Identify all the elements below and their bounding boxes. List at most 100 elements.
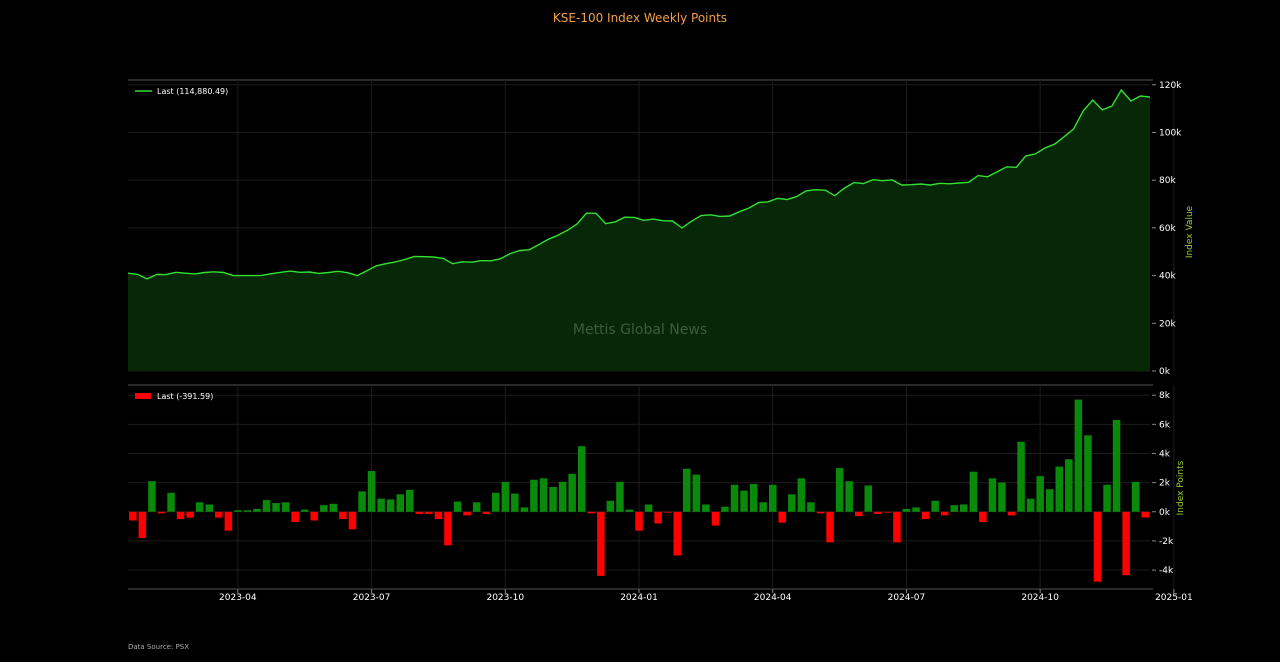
x-tick-label: 2023-04 — [219, 593, 257, 603]
top-y-tick-label: 0k — [1159, 367, 1171, 377]
weekly-points-bar — [224, 511, 233, 531]
weekly-points-bar — [138, 511, 147, 538]
bottom-legend-swatch — [135, 393, 151, 399]
weekly-points-bar — [855, 511, 863, 517]
weekly-points-bar — [721, 506, 729, 512]
weekly-points-bar — [606, 500, 615, 512]
weekly-points-bar — [1122, 511, 1130, 576]
weekly-points-bar — [520, 507, 529, 512]
weekly-points-bar — [998, 482, 1006, 512]
weekly-points-bar — [883, 511, 892, 513]
weekly-points-bar — [1036, 476, 1044, 512]
weekly-points-bar — [826, 511, 834, 543]
weekly-points-bar — [683, 468, 691, 512]
weekly-points-bar — [301, 509, 309, 512]
bottom-y-tick-label: 2k — [1159, 479, 1171, 489]
weekly-points-bar — [931, 500, 939, 512]
weekly-points-bar — [1103, 484, 1111, 512]
weekly-points-bar — [864, 485, 872, 512]
weekly-points-bar — [396, 494, 404, 512]
weekly-points-bar — [1084, 435, 1092, 512]
weekly-points-bar — [960, 504, 968, 512]
weekly-points-bar — [434, 511, 443, 520]
weekly-points-bar — [1074, 399, 1083, 512]
top-y-tick-label: 60k — [1159, 224, 1176, 234]
weekly-points-bar — [205, 504, 213, 512]
weekly-points-bar — [358, 491, 366, 512]
weekly-points-bar — [310, 511, 318, 521]
bottom-legend-label: Last (-391.59) — [157, 392, 213, 401]
bottom-y-tick-label: 0k — [1159, 508, 1171, 518]
weekly-points-bar — [673, 511, 681, 556]
weekly-points-bar — [530, 479, 538, 512]
bottom-y-tick-label: -4k — [1159, 566, 1174, 576]
weekly-points-bar — [167, 492, 175, 512]
weekly-points-bar — [816, 511, 825, 514]
weekly-points-bar — [148, 481, 156, 512]
bottom-y-axis-title: Index Points — [1176, 460, 1186, 515]
weekly-points-bar — [778, 511, 786, 523]
top-y-tick-label: 80k — [1159, 176, 1176, 186]
weekly-points-bar — [625, 509, 634, 512]
weekly-points-bar — [558, 481, 567, 512]
weekly-points-bar — [950, 505, 958, 512]
weekly-points-bar — [511, 493, 519, 512]
top-y-axis-title: Index Value — [1185, 205, 1195, 258]
weekly-points-bar — [912, 507, 920, 512]
weekly-points-bar — [1026, 498, 1035, 512]
weekly-points-bar — [501, 481, 510, 512]
weekly-points-bar — [568, 473, 576, 512]
bottom-legend: Last (-391.59) — [135, 392, 213, 401]
bottom-gridlines — [128, 384, 1175, 590]
weekly-points-bar — [243, 510, 252, 512]
weekly-points-bar — [1131, 481, 1140, 512]
weekly-points-bar — [1093, 511, 1102, 582]
weekly-points-bar — [740, 490, 748, 512]
weekly-points-bar — [492, 492, 500, 512]
weekly-points-bar — [988, 478, 997, 512]
weekly-points-bar — [1141, 511, 1149, 518]
weekly-points-bar — [463, 511, 471, 516]
chart-title: KSE-100 Index Weekly Points — [553, 11, 727, 25]
weekly-points-bar — [176, 511, 185, 520]
weekly-points-bar — [578, 446, 586, 512]
weekly-points-bar — [692, 474, 701, 512]
weekly-points-bar — [893, 511, 901, 543]
bottom-y-tick-label: 6k — [1159, 420, 1171, 430]
index-area-fill — [128, 90, 1150, 371]
weekly-points-bar — [129, 511, 137, 521]
weekly-points-bar — [969, 471, 978, 512]
weekly-points-bar — [902, 508, 911, 512]
top-y-tick-label: 120k — [1159, 81, 1182, 91]
top-y-tick-label: 20k — [1159, 319, 1176, 329]
weekly-points-bar — [415, 511, 424, 514]
x-tick-label: 2024-04 — [754, 593, 792, 603]
x-tick-label: 2023-07 — [353, 593, 391, 603]
watermark: Mettis Global News — [573, 322, 707, 338]
weekly-points-bar — [348, 511, 357, 530]
weekly-points-bar — [597, 511, 605, 576]
bottom-y-tick-label: 8k — [1159, 391, 1171, 401]
weekly-points-bar — [759, 502, 767, 512]
weekly-points-bar — [807, 502, 815, 512]
weekly-points-bar — [453, 501, 462, 512]
weekly-points-bar — [367, 471, 376, 512]
weekly-points-bar — [1007, 511, 1016, 516]
weekly-points-bar — [769, 484, 777, 512]
weekly-points-bar — [616, 481, 624, 512]
top-y-tick-label: 40k — [1159, 272, 1176, 282]
weekly-points-bar — [788, 494, 796, 512]
weekly-points-bar — [291, 511, 299, 522]
top-y-tick-label: 100k — [1159, 128, 1182, 138]
weekly-points-bar — [730, 484, 739, 512]
weekly-points-bar — [797, 478, 806, 512]
top-legend-label: Last (114,880.49) — [157, 87, 228, 96]
bottom-y-tick-label: -2k — [1159, 537, 1174, 547]
weekly-points-bar — [1065, 459, 1073, 512]
x-tick-label: 2024-07 — [888, 593, 926, 603]
x-axis: 2023-04 2023-07 2023-10 2024-01 2024-04 2024-… — [219, 589, 1193, 603]
weekly-points-bar — [406, 489, 414, 512]
weekly-points-bar — [874, 511, 882, 514]
weekly-points-bar — [157, 511, 166, 514]
